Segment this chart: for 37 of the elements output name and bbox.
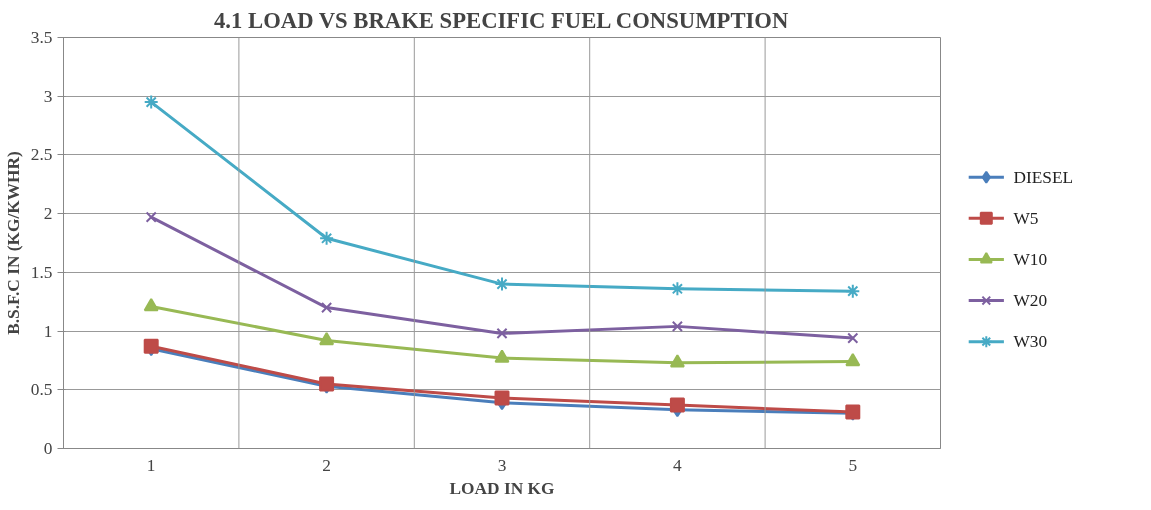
x-tick-label: 4 <box>673 455 683 475</box>
x-tick-label: 3 <box>497 455 507 475</box>
x-tick-label: 2 <box>322 455 331 475</box>
y-tick-label: 3 <box>43 86 53 106</box>
point <box>496 327 508 340</box>
point <box>143 297 159 312</box>
legend-label: W30 <box>1013 332 1048 352</box>
chart-title: 4.1 LOAD VS BRAKE SPECIFIC FUEL CONSUMPTION <box>214 7 789 33</box>
point <box>143 94 159 110</box>
y-tick-label: 2 <box>43 204 53 224</box>
point <box>494 276 510 292</box>
point <box>494 390 510 406</box>
point <box>669 354 685 368</box>
point <box>669 397 685 413</box>
legend-label: DIESEL <box>1013 167 1074 187</box>
point <box>847 332 859 344</box>
y-tick-label: 1 <box>43 321 53 341</box>
point <box>319 331 335 346</box>
y-tick-label: 0.5 <box>30 380 53 400</box>
y-axis-title: B.S.F.C IN (KG/KWHR) <box>3 150 23 335</box>
point <box>319 230 335 246</box>
point <box>845 353 861 367</box>
legend-label: W10 <box>1013 249 1048 269</box>
point <box>494 349 510 363</box>
x-tick-label: 5 <box>848 455 858 475</box>
point <box>845 283 861 299</box>
point <box>671 320 683 332</box>
y-tick-label: 3.5 <box>30 28 53 47</box>
legend-label: W20 <box>1013 291 1048 311</box>
point <box>145 211 157 223</box>
x-axis-title: LOAD IN KG <box>449 478 555 498</box>
y-tick-label: 1.5 <box>30 262 53 282</box>
x-tick-label: 1 <box>146 455 156 475</box>
legend-label: W5 <box>1013 208 1039 228</box>
point <box>321 301 333 314</box>
y-tick-label: 2.5 <box>30 145 53 165</box>
y-tick-label: 0 <box>43 439 53 458</box>
